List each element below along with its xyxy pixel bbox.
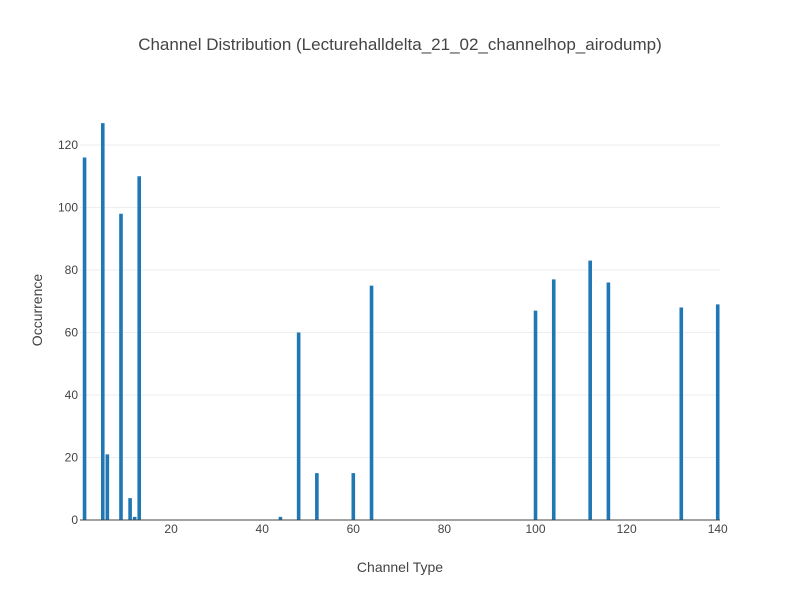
- y-tick-label: 120: [58, 138, 78, 152]
- bar-channel-52[interactable]: [315, 473, 319, 520]
- bar-channel-140[interactable]: [715, 304, 720, 520]
- y-tick-label: 60: [65, 326, 79, 340]
- x-tick-label: 120: [617, 522, 637, 536]
- x-tick-label: 100: [526, 522, 546, 536]
- bar-channel-64[interactable]: [369, 285, 374, 520]
- bar-channel-48[interactable]: [296, 332, 301, 521]
- bar-layer: [82, 123, 720, 521]
- y-tick-label: 80: [65, 263, 79, 277]
- y-tick-labels: 0 20 40 60 80 100 120: [58, 138, 78, 527]
- bar-channel-13[interactable]: [137, 176, 142, 520]
- bar-channel-1[interactable]: [82, 157, 87, 521]
- bar-channel-6[interactable]: [105, 454, 110, 520]
- bar-channel-44[interactable]: [278, 516, 283, 520]
- bar-channel-104[interactable]: [551, 279, 556, 520]
- x-axis-title: Channel Type: [357, 559, 443, 575]
- bar-channel-112[interactable]: [588, 260, 592, 520]
- x-tick-label: 60: [347, 522, 361, 536]
- y-tick-label: 100: [58, 201, 78, 215]
- bar-channel-116[interactable]: [606, 282, 611, 521]
- grid-layer: [80, 144, 720, 458]
- y-tick-label: 20: [65, 451, 79, 465]
- bar-channel-60[interactable]: [351, 473, 356, 520]
- x-tick-label: 80: [438, 522, 452, 536]
- bar-channel-12[interactable]: [132, 516, 137, 520]
- x-tick-labels: 20 40 60 80 100 120 140: [164, 522, 728, 536]
- chart-title: Channel Distribution (Lecturehalldelta_2…: [138, 35, 662, 54]
- bar-channel-9[interactable]: [119, 213, 123, 520]
- x-tick-label: 20: [164, 522, 178, 536]
- y-tick-label: 0: [71, 513, 78, 527]
- y-tick-label: 40: [65, 388, 79, 402]
- bar-channel-100[interactable]: [533, 310, 538, 520]
- x-tick-label: 140: [708, 522, 728, 536]
- bar-channel-11[interactable]: [128, 498, 132, 520]
- y-axis-title: Occurrence: [29, 274, 45, 347]
- bar-channel-5[interactable]: [100, 123, 105, 520]
- bar-channel-132[interactable]: [679, 307, 684, 521]
- x-tick-label: 40: [256, 522, 270, 536]
